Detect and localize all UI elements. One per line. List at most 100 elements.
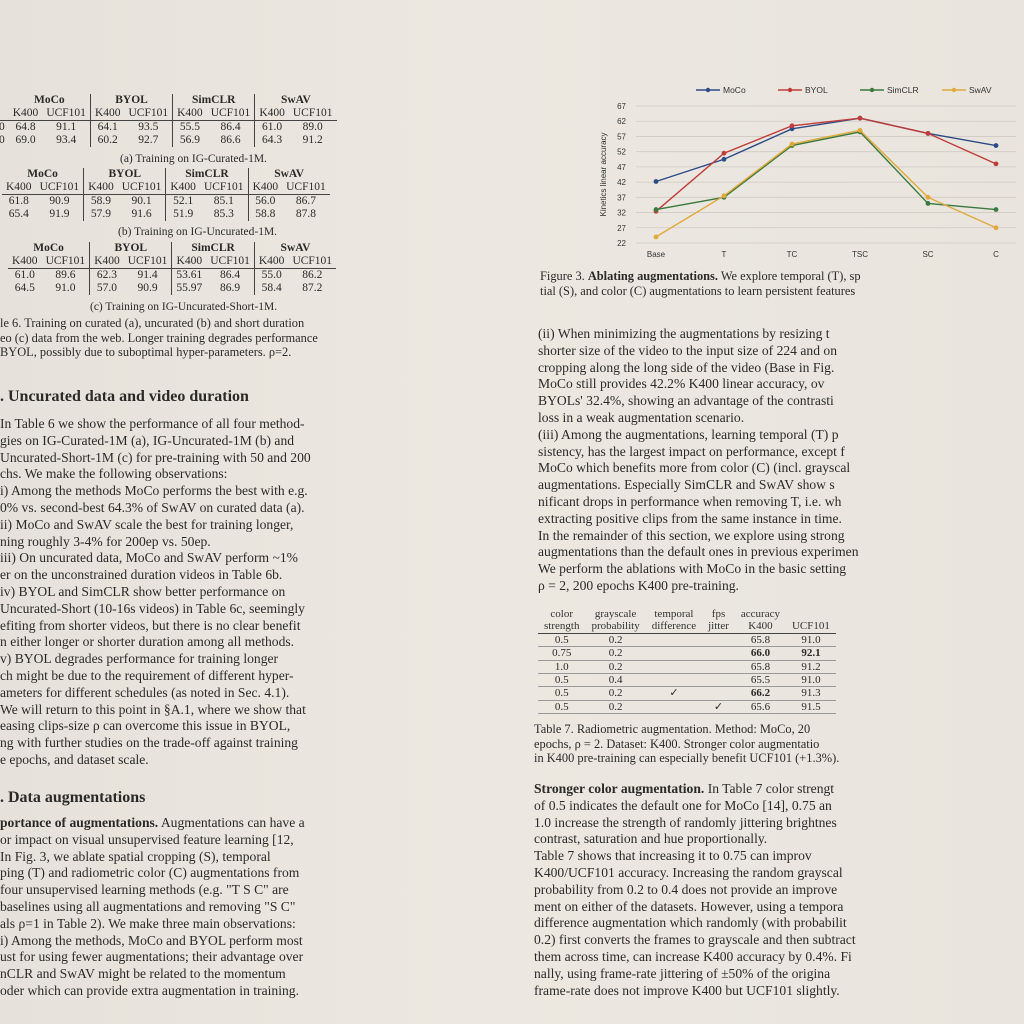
table-cell: 86.7 [295,195,316,207]
section-augmentations-body: portance of augmentations. Augmentations… [0,815,305,1000]
table-cell: 51.9 [165,208,200,221]
text-line: i) Among the methods, MoCo and BYOL perf… [0,932,303,948]
data-point [993,225,999,231]
text-line: ment on either of the datasets. However,… [534,898,844,914]
table6-block-b: MoCo BYOL SimCLR SwAV K400 UCF101 K400 U… [2,168,330,221]
data-point [653,179,659,184]
table7-subheader: K400 [734,620,786,634]
y-tick-label: 67 [617,102,626,111]
text-line: baselines using all augmentations and re… [0,898,296,914]
table7-subheader: difference [645,620,703,634]
text-line: n either longer or shorter duration amon… [0,634,295,650]
text-line: augmentations. Especially SimCLR and SwA… [538,477,835,493]
table-cell: 90.9 [49,195,70,207]
table-cell: ✓ [702,700,735,715]
table7-header: color [550,608,574,620]
caption-line: epochs, ρ = 2. Dataset: K400. Stronger c… [534,736,820,751]
table-cell: 61.8 [8,195,29,207]
col-header: K400 [89,255,124,269]
method-header: MoCo [34,94,65,106]
table-cell [702,673,735,688]
text-line: efiting from shorter videos, but there i… [0,617,301,633]
method-header: SimCLR [165,168,249,181]
text-line: als ρ=1 in Table 2). We make three main … [0,915,296,931]
table-cell [702,646,735,661]
table-row: 0.5 0.2 ✓ 65.6 91.5 [538,700,836,715]
table-cell: 0.2 [585,686,646,701]
y-axis-label: Kinetics linear accuracy [599,132,608,216]
y-tick-label: 32 [617,209,626,218]
data-point [789,141,795,147]
text-line: iv) BYOL and SimCLR show better performa… [0,583,286,599]
text-line: In Table 6 we show the performance of al… [0,416,305,431]
table-cell: 91.1 [56,121,77,133]
text-line: sistency, has the largest impact on perf… [538,443,845,459]
text-line: ch might be due to the requirement of di… [0,667,294,683]
table-cell: 93.4 [56,134,77,146]
table7-subheader: jitter [702,620,735,634]
table-cell: 53.61 [171,268,207,282]
text-line: loss in a weak augmentation scenario. [538,409,745,425]
text-line: easing clips-size ρ can overcome this is… [0,718,291,734]
text-line: v) BYOL degrades performance for trainin… [0,651,279,667]
table7-subheader: UCF101 [785,620,836,634]
table-cell: 56.9 [172,134,207,147]
text-line: MoCo which benefits more from color (C) … [538,460,851,476]
table-cell: 55.5 [172,120,207,134]
table7-header: accuracy [740,608,780,620]
table-cell: 58.9 [83,194,118,208]
table7-header: temporal [654,608,694,620]
text-line: er on the unconstrained duration videos … [0,567,283,583]
col-header: UCF101 [124,107,173,121]
table-cell: 61.0 [14,269,35,281]
col-header: UCF101 [41,255,90,269]
table-cell: 89.0 [302,121,323,133]
table6c-caption: (c) Training on IG-Uncurated-Short-1M. [90,301,278,313]
table-cell: 57.9 [83,208,118,221]
text-line: (ii) When minimizing the augmentations b… [538,326,830,341]
col-header: K400 [2,181,36,195]
x-tick-label: TSC [852,250,868,259]
table-cell: 55.97 [171,282,207,295]
table-cell: 91.4 [137,269,158,281]
text-line: ii) MoCo and SwAV scale the best for tra… [0,516,294,532]
table-cell: 89.6 [55,269,76,281]
method-header: MoCo [27,168,58,180]
col-header: UCF101 [282,181,330,195]
table-cell [702,633,735,648]
series-line-moco [655,117,997,183]
method-header: BYOL [83,168,166,181]
table-cell: 91.2 [785,660,836,675]
col-header: UCF101 [206,107,255,121]
table6-block-c: MoCo BYOL SimCLR SwAV K400 UCF101 K400 U… [8,242,337,295]
table-cell: 91.6 [131,208,152,220]
y-tick-label: 47 [617,163,626,172]
text-line: (iii) Among the augmentations, learning … [538,426,839,442]
text-line: iii) On uncurated data, MoCo and SwAV pe… [0,550,298,566]
table-cell [645,646,703,661]
col-header: K400 [8,255,42,269]
table-cell: 65.8 [734,660,786,675]
table-cell: 61.0 [254,120,289,134]
table-row: 0.75 0.2 66.0 92.1 [538,646,836,661]
table-cell: 64.1 [89,120,125,134]
table-cell: 58.4 [253,282,289,295]
legend-label: MoCo [723,85,746,95]
table-cell: 91.5 [785,700,836,715]
text-line: We will return to this point in §A.1, wh… [0,701,306,717]
text-line: i) Among the methods MoCo performs the b… [0,483,308,499]
col-header: UCF101 [288,255,337,269]
col-header: K400 [8,107,43,121]
table-cell: 86.6 [220,134,241,146]
text-line: augmentations than the default ones in p… [538,544,859,560]
table-cell: 86.2 [302,269,323,281]
table-cell: ✓ [645,686,703,701]
text-line: ng with further studies on the trade-off… [0,735,298,751]
text-line: nCLR and SwAV might be related to the mo… [0,966,286,982]
table-cell: 90.1 [131,195,152,207]
figure3-line-chart: 22 27 32 37 42 47 52 57 62 67 Base T TC TSC SC C Kinetic… [599,85,1016,259]
text-line: nificant drops in performance when remov… [538,493,842,509]
col-header: K400 [247,181,283,195]
method-header: SwAV [253,242,337,255]
table-row: 61.8 90.9 58.9 90.1 52.1 85.1 56.0 86.7 [2,194,330,208]
